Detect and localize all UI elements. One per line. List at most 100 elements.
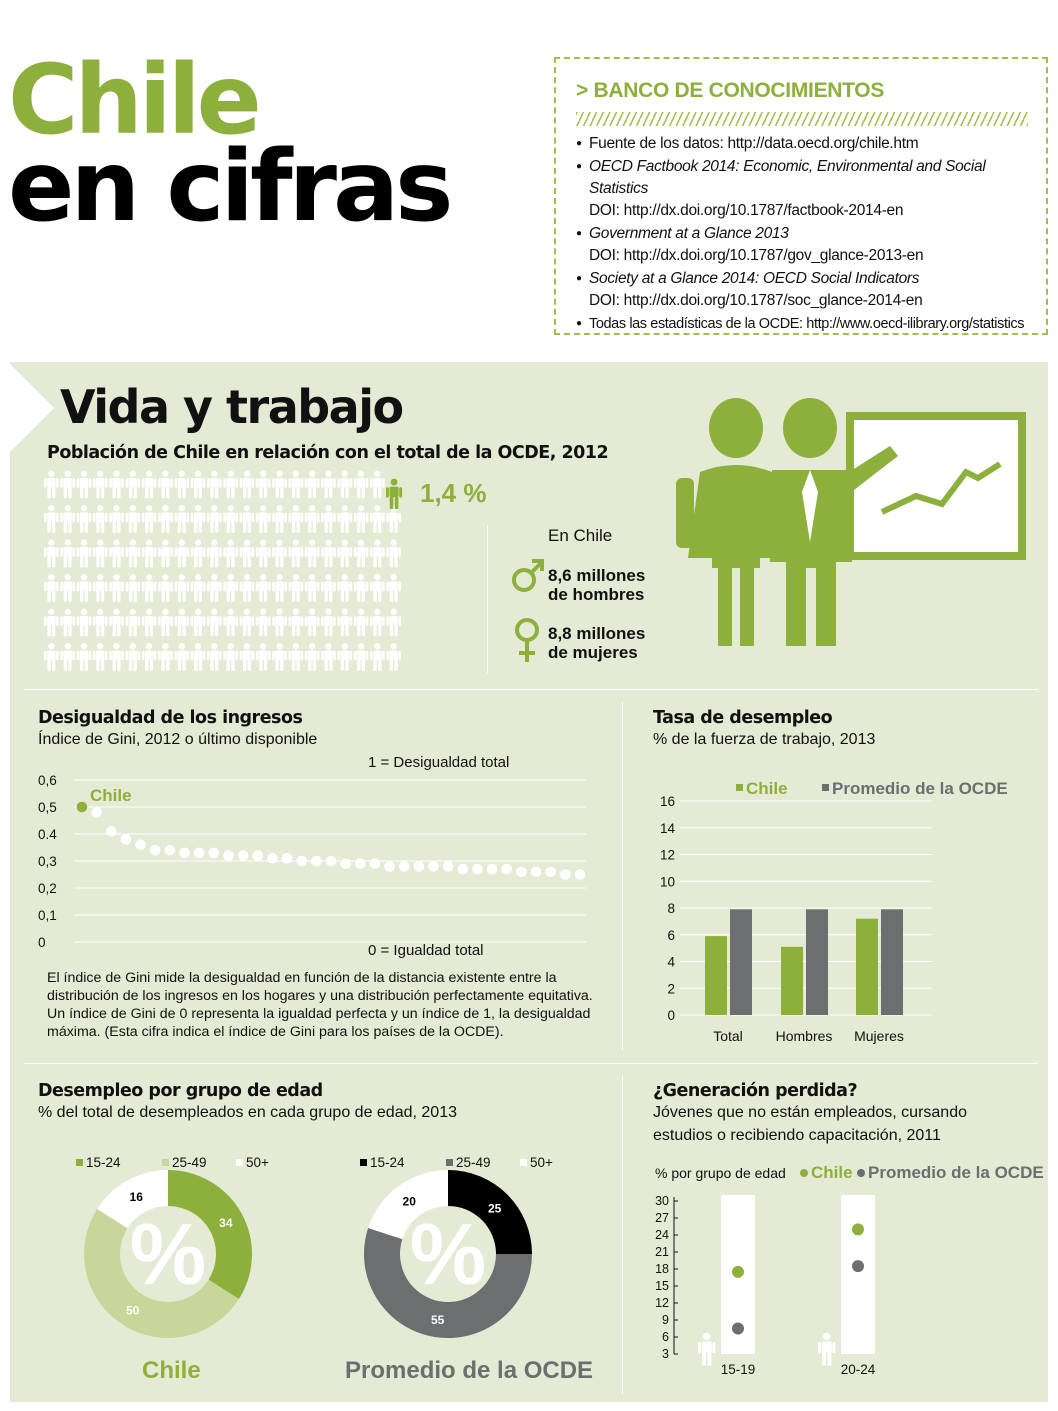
- person-icon: [223, 643, 238, 671]
- gini-point: [135, 839, 146, 851]
- population-icon-grid: [44, 470, 401, 671]
- person-icon: [370, 608, 385, 637]
- person-icon: [304, 470, 320, 499]
- unemp-tick-label: 2: [667, 981, 675, 996]
- person-icon: [272, 539, 287, 568]
- gini-point: [398, 861, 410, 872]
- unemp-category-label: Mujeres: [854, 1028, 904, 1044]
- gini-point: [501, 863, 513, 875]
- gini-point: [442, 861, 454, 872]
- donut-segment: [84, 1208, 239, 1338]
- person-icon: [44, 470, 59, 499]
- person-icon: [44, 608, 59, 637]
- neet-tick-label: 9: [662, 1313, 669, 1327]
- person-icon: [76, 505, 92, 533]
- gini-point: [384, 861, 395, 872]
- person-icon: [158, 574, 173, 602]
- person-icon: [321, 470, 336, 499]
- gini-point: [369, 858, 381, 869]
- person-icon: [190, 505, 206, 533]
- person-icon: [92, 505, 108, 533]
- person-icon: [174, 505, 190, 533]
- source-list: Fuente de los datos: http://data.oecd.or…: [576, 133, 1046, 336]
- person-icon: [370, 470, 385, 499]
- chile-donut-title: Chile: [142, 1357, 201, 1384]
- person-icon: [174, 608, 190, 637]
- presenters-illustration: [676, 398, 1026, 646]
- section-title: Vida y trabajo: [60, 380, 404, 434]
- women-count: 8,8 millones: [548, 624, 646, 643]
- person-icon: [190, 608, 206, 637]
- person-icon: [141, 470, 157, 499]
- source-doi[interactable]: DOI: http://dx.doi.org/10.1787/factbook-…: [589, 202, 904, 219]
- source-doi[interactable]: DOI: http://dx.doi.org/10.1787/soc_glanc…: [589, 292, 923, 309]
- neet-subtitle-line2: estudios o recibiendo capacitación, 2011: [653, 1127, 941, 1144]
- gini-point: [252, 850, 264, 861]
- person-icon: [207, 608, 222, 637]
- main-title-line1: Chile: [8, 44, 262, 156]
- gini-tick-label: 0,1: [38, 908, 57, 923]
- person-icon: [125, 574, 141, 602]
- gini-point: [149, 844, 161, 856]
- legend-swatch: [162, 1159, 169, 1166]
- neet-point-chile: [732, 1265, 744, 1278]
- gini-point: [223, 850, 234, 861]
- person-icon: [125, 539, 141, 568]
- donut-value-label: 20: [403, 1195, 417, 1209]
- donut-segment: [368, 1170, 448, 1240]
- arrow-notch: [10, 364, 54, 452]
- source-item[interactable]: Todas las estadísticas de la OCDE: http:…: [576, 313, 1046, 335]
- legend-swatch: [236, 1159, 243, 1166]
- men-stat: 8,6 millones de hombres: [548, 566, 645, 604]
- source-line[interactable]: Todas las estadísticas de la OCDE: http:…: [589, 316, 1025, 332]
- unemp-tick-label: 0: [667, 1008, 675, 1023]
- legend-label: 50+: [530, 1155, 553, 1170]
- person-icon: [386, 574, 401, 602]
- gini-tick-label: 0,2: [38, 881, 57, 896]
- person-icon: [92, 539, 108, 568]
- person-icon: [239, 608, 255, 637]
- women-stat: 8,8 millones de mujeres: [548, 624, 645, 662]
- person-icon: [337, 470, 353, 499]
- source-item[interactable]: Society at a Glance 2014: OECD Social In…: [576, 268, 1046, 312]
- source-doi[interactable]: DOI: http://dx.doi.org/10.1787/gov_glanc…: [589, 247, 924, 264]
- person-icon: [223, 539, 238, 568]
- source-line[interactable]: Fuente de los datos: http://data.oecd.or…: [589, 135, 919, 152]
- person-icon: [141, 608, 157, 637]
- neet-chart: % por grupo de edad Chile Promedio de la O…: [655, 1163, 1044, 1377]
- donut-segment: [364, 1228, 532, 1338]
- col-divider: [622, 1076, 623, 1394]
- neet-tick-label: 12: [655, 1296, 669, 1310]
- gini-point: [267, 853, 278, 864]
- source-item[interactable]: Fuente de los datos: http://data.oecd.or…: [576, 133, 1046, 155]
- source-item[interactable]: OECD Factbook 2014: Economic, Environmen…: [576, 156, 1046, 222]
- person-icon: [337, 643, 353, 671]
- gini-point: [311, 855, 322, 867]
- source-title: Government at a Glance 2013: [589, 225, 789, 242]
- gini-point: [428, 861, 439, 872]
- legend-label: 50+: [246, 1155, 269, 1170]
- legend-dot-chile: [800, 1169, 808, 1177]
- neet-column-band: [841, 1195, 875, 1354]
- neet-tick-label: 18: [655, 1262, 669, 1276]
- person-icon: [76, 574, 92, 602]
- gini-top-note: 1 = Desigualdad total: [368, 754, 510, 771]
- gini-point: [105, 826, 117, 837]
- unemployment-subtitle: % de la fuerza de trabajo, 2013: [653, 731, 876, 748]
- person-icon: [92, 470, 108, 499]
- person-icon: [141, 574, 157, 602]
- person-icon: [109, 539, 124, 568]
- donut-value-label: 50: [126, 1304, 140, 1318]
- person-icon: [337, 574, 353, 602]
- unemp-tick-label: 12: [660, 848, 675, 863]
- donut-segment: [448, 1170, 532, 1254]
- person-icon: [76, 643, 92, 671]
- person-icon: [109, 574, 124, 602]
- unemp-category-label: Total: [713, 1028, 743, 1044]
- person-icon: [190, 574, 206, 602]
- gini-point: [208, 847, 220, 859]
- person-icon: [190, 643, 206, 671]
- person-icon: [190, 470, 206, 499]
- source-item[interactable]: Government at a Glance 2013 DOI: http://d…: [576, 223, 1046, 267]
- person-icon: [288, 608, 304, 637]
